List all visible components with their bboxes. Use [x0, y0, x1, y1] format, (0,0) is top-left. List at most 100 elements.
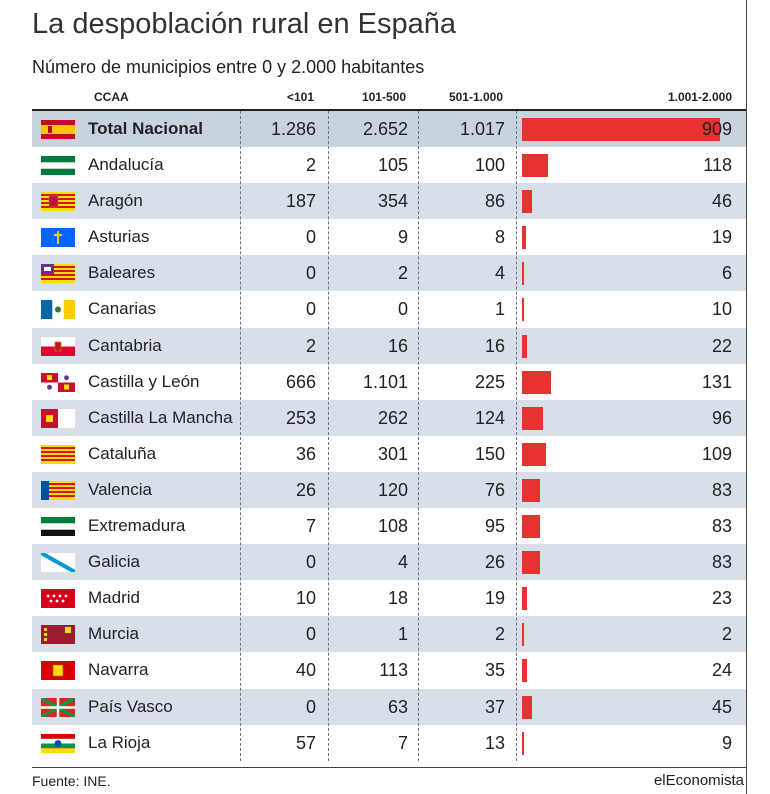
count-501-1000: 150 [474, 443, 505, 464]
count-501-1000: 1 [494, 299, 505, 320]
count-1001-2000: 19 [711, 227, 732, 248]
bar-1001-2000 [522, 334, 527, 358]
region-name: Madrid [88, 588, 140, 608]
flag-pais-vasco-icon [41, 697, 75, 717]
count-1001-2000: 10 [711, 299, 732, 320]
header-divider [32, 109, 746, 111]
region-name: Navarra [88, 660, 149, 680]
table-row: Baleares 0 2 4 6 [32, 255, 746, 292]
count-501-1000: 4 [494, 263, 505, 284]
count-101-500: 1.101 [362, 371, 408, 392]
count-lt101: 187 [285, 191, 316, 212]
column-separator [418, 111, 419, 761]
table-row: Castilla y León 666 1.101 225 131 [32, 364, 746, 400]
count-1001-2000: 109 [701, 443, 732, 464]
table-row: Cantabria 2 16 16 22 [32, 327, 746, 364]
count-1001-2000: 83 [711, 516, 732, 537]
count-1001-2000: 22 [711, 335, 732, 356]
count-1001-2000: 83 [711, 552, 732, 573]
region-name: Baleares [88, 263, 156, 283]
bar-1001-2000 [522, 154, 548, 178]
count-lt101: 0 [305, 552, 316, 573]
flag-galicia-icon [41, 553, 75, 573]
count-101-500: 0 [397, 299, 408, 320]
bar-1001-2000 [522, 442, 546, 466]
bar-1001-2000 [522, 515, 541, 539]
count-lt101: 253 [285, 407, 316, 428]
table-row: Extremadura 7 108 95 83 [32, 508, 746, 544]
count-1001-2000: 909 [701, 119, 732, 139]
count-lt101: 0 [305, 624, 316, 645]
bar-1001-2000 [522, 190, 533, 214]
count-501-1000: 100 [474, 155, 505, 176]
count-101-500: 105 [377, 155, 408, 176]
flag-castilla-leon-icon [41, 372, 75, 392]
flag-valencia-icon [41, 480, 75, 500]
count-lt101: 0 [305, 227, 316, 248]
bar-1001-2000 [522, 659, 528, 683]
footer-divider [32, 767, 746, 768]
flag-canarias-icon [41, 300, 75, 320]
chart-frame [746, 0, 747, 794]
flag-murcia-icon [41, 625, 75, 645]
count-101-500: 108 [377, 516, 408, 537]
region-name: Extremadura [88, 516, 186, 536]
column-separator [328, 111, 329, 761]
flag-aragon-icon [41, 192, 75, 212]
count-lt101: 40 [295, 660, 316, 681]
count-lt101: 0 [305, 263, 316, 284]
count-501-1000: 2 [494, 624, 505, 645]
count-lt101: 0 [305, 299, 316, 320]
count-1001-2000: 46 [711, 191, 732, 212]
column-header-ccaa: CCAA [94, 90, 129, 104]
count-101-500: 16 [387, 335, 408, 356]
count-501-1000: 19 [484, 588, 505, 609]
count-101-500: 301 [377, 443, 408, 464]
count-1001-2000: 83 [711, 479, 732, 500]
count-lt101: 2 [305, 335, 316, 356]
region-name: País Vasco [88, 696, 173, 716]
bar-1001-2000 [522, 587, 527, 611]
bar-1001-2000 [522, 731, 524, 755]
count-lt101: 7 [305, 516, 316, 537]
bar-1001-2000 [522, 695, 532, 719]
bar-1001-2000 [522, 551, 541, 575]
region-name: Total Nacional [88, 119, 203, 138]
table-row: Navarra 40 113 35 24 [32, 652, 746, 688]
bar-1001-2000 [522, 226, 527, 250]
count-501-1000: 124 [474, 407, 505, 428]
table-row: Total Nacional 1.286 2.652 1.017 909 [32, 111, 746, 148]
count-lt101: 666 [285, 371, 316, 392]
bar-1001-2000 [522, 406, 543, 430]
bar-1001-2000 [522, 118, 720, 141]
flag-madrid-icon [41, 589, 75, 609]
count-101-500: 354 [377, 191, 408, 212]
chart-subtitle: Número de municipios entre 0 y 2.000 hab… [32, 57, 425, 77]
count-101-500: 7 [397, 732, 408, 753]
count-lt101: 36 [295, 443, 316, 464]
count-101-500: 2 [397, 263, 408, 284]
bar-1001-2000 [522, 623, 524, 647]
count-101-500: 9 [397, 227, 408, 248]
region-name: Aragón [88, 191, 143, 211]
column-header-1001-2000: 1.001-2.000 [667, 90, 732, 104]
count-1001-2000: 118 [703, 155, 732, 176]
region-name: Galicia [88, 552, 140, 572]
table-row: Asturias 0 9 8 19 [32, 219, 746, 255]
count-lt101: 2 [305, 155, 316, 176]
count-101-500: 2.652 [362, 119, 408, 139]
count-1001-2000: 9 [721, 732, 732, 753]
flag-andalucia-icon [41, 156, 75, 176]
column-separator [516, 111, 517, 761]
count-101-500: 1 [397, 624, 408, 645]
column-separator [240, 111, 241, 761]
count-lt101: 57 [295, 732, 316, 753]
table-row: Castilla La Mancha 253 262 124 96 [32, 399, 746, 436]
bar-1001-2000 [522, 262, 524, 286]
region-name: Asturias [88, 227, 150, 247]
count-1001-2000: 96 [711, 407, 732, 428]
data-table: Total Nacional 1.286 2.652 1.017 909 Andalucí… [32, 111, 746, 761]
column-header-lt101: <101 [286, 90, 314, 104]
chart-title: La despoblación rural en España [32, 8, 457, 40]
source-note: Fuente: INE. [32, 773, 111, 789]
